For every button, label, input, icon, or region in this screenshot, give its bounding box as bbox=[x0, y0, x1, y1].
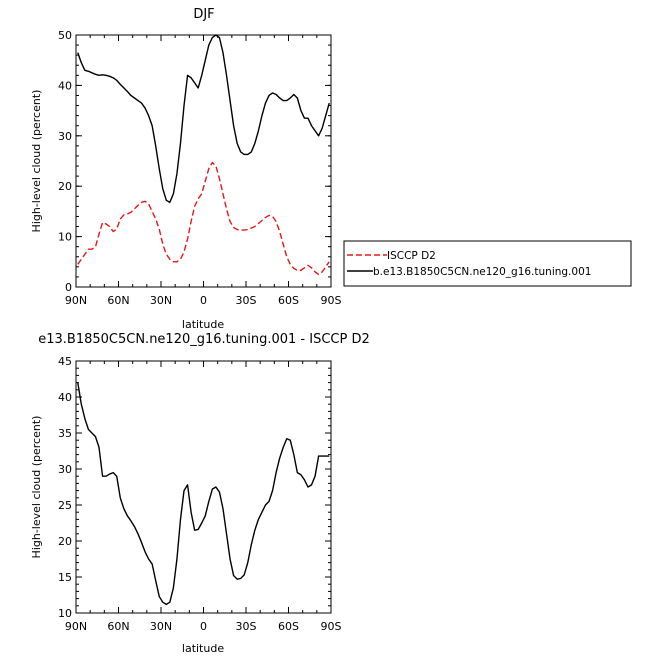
top-ytick-label: 50 bbox=[58, 29, 72, 42]
bottom-ytick-label: 45 bbox=[58, 355, 72, 368]
bottom-xtick-label: 30S bbox=[236, 620, 257, 633]
bottom-ytick-label: 40 bbox=[58, 391, 72, 404]
bottom-ytick-label: 10 bbox=[58, 607, 72, 620]
bottom-ytick-label: 15 bbox=[58, 571, 72, 584]
bottom-xtick-label: 0 bbox=[200, 620, 207, 633]
top-panel-xlabel: latitude bbox=[182, 318, 224, 331]
bottom-panel: e13.B1850C5CN.ne120_g16.tuning.001 - ISC… bbox=[30, 332, 370, 655]
top-ytick-label: 40 bbox=[58, 79, 72, 92]
bottom-xtick-label: 90N bbox=[65, 620, 87, 633]
top-xtick-label: 0 bbox=[200, 294, 207, 307]
top-xtick-label: 60N bbox=[107, 294, 129, 307]
bottom-panel-title: e13.B1850C5CN.ne120_g16.tuning.001 - ISC… bbox=[38, 332, 370, 347]
bottom-xtick-label: 60S bbox=[278, 620, 299, 633]
top-xtick-label: 30N bbox=[150, 294, 172, 307]
bottom-panel-marks: 90N 60N 30N 0 30S 60S 90S 10 15 20 25 30 35 40 45 bbox=[58, 355, 342, 633]
top-panel-ylabel: High-level cloud (percent) bbox=[30, 90, 43, 233]
bottom-panel-frame bbox=[75, 360, 332, 614]
bottom-series-line-0 bbox=[77, 382, 330, 606]
top-panel-frame bbox=[75, 34, 332, 288]
bottom-xtick-label: 90S bbox=[321, 620, 342, 633]
bottom-panel-xlabel: latitude bbox=[182, 642, 224, 655]
top-xtick-label: 60S bbox=[278, 294, 299, 307]
top-series-line-0 bbox=[77, 161, 330, 276]
bottom-ytick-label: 20 bbox=[58, 535, 72, 548]
legend-label-isccp: ISCCP D2 bbox=[387, 250, 436, 262]
bottom-panel-ylabel: High-level cloud (percent) bbox=[30, 416, 43, 559]
top-panel-marks: 90N 60N 30N 0 30S 60S 90S 0 10 20 30 40 50 bbox=[58, 29, 342, 307]
top-xtick-label: 90S bbox=[321, 294, 342, 307]
bottom-xtick-label: 60N bbox=[107, 620, 129, 633]
top-series-line-1 bbox=[77, 34, 330, 204]
top-xtick-label: 90N bbox=[65, 294, 87, 307]
top-xtick-label: 30S bbox=[236, 294, 257, 307]
bottom-ytick-label: 30 bbox=[58, 463, 72, 476]
legend-label-model: b.e13.B1850C5CN.ne120_g16.tuning.001 bbox=[373, 266, 591, 278]
top-ytick-label: 10 bbox=[58, 231, 72, 244]
bottom-ytick-label: 35 bbox=[58, 427, 72, 440]
top-ytick-label: 20 bbox=[58, 180, 72, 193]
top-panel: DJF 90N 60N 30N 0 30S 60S 90S 0 10 20 30 40 50 High-… bbox=[30, 7, 632, 331]
top-ytick-label: 30 bbox=[58, 130, 72, 143]
legend-box bbox=[343, 240, 632, 287]
top-panel-legend: ISCCP D2 b.e13.B1850C5CN.ne120_g16.tunin… bbox=[343, 240, 632, 287]
bottom-ytick-label: 25 bbox=[58, 499, 72, 512]
bottom-xtick-label: 30N bbox=[150, 620, 172, 633]
top-panel-title: DJF bbox=[193, 7, 214, 22]
top-ytick-label: 0 bbox=[65, 281, 72, 294]
